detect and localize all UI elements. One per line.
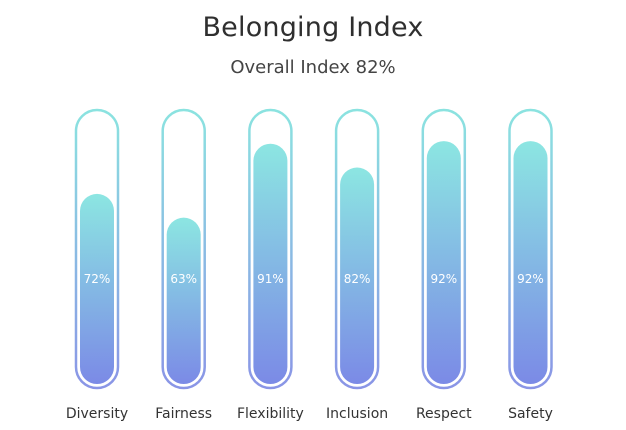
bar-value-label: 72%: [84, 272, 111, 286]
category-label: Fairness: [155, 406, 212, 422]
bar-fill: [513, 141, 548, 384]
bar-tube: [508, 108, 553, 390]
bar-fill: [253, 143, 288, 384]
category-label: Respect: [416, 406, 472, 422]
bar-group: 92% Respect: [416, 108, 472, 422]
category-label: Inclusion: [326, 406, 388, 422]
bar-tube: [334, 108, 380, 390]
bar-group: 63% Fairness: [155, 108, 212, 422]
chart-title: Belonging Index: [202, 12, 424, 43]
bar-group: 92% Safety: [508, 108, 553, 422]
bar-fill: [166, 217, 201, 384]
bar-value-label: 91%: [257, 272, 284, 286]
bar-tube: [421, 108, 467, 390]
category-label: Flexibility: [237, 406, 304, 422]
category-label: Diversity: [66, 406, 128, 422]
bar-value-label: 63%: [170, 272, 197, 286]
bar-tube: [248, 108, 293, 390]
chart-subtitle: Overall Index 82%: [230, 57, 396, 78]
bar-tube: [161, 108, 206, 390]
bar-fill: [340, 167, 375, 384]
bar-group: 82% Inclusion: [326, 108, 388, 422]
bars-layer: 72% Diversity 63% Fairness 91% Flexibility 82%…: [66, 108, 553, 422]
bar-value-label: 92%: [430, 272, 457, 286]
bar-value-label: 92%: [517, 272, 544, 286]
bar-value-label: 82%: [344, 272, 371, 286]
bar-fill: [80, 193, 114, 384]
bar-tube: [74, 108, 120, 390]
bar-group: 91% Flexibility: [237, 108, 304, 422]
category-label: Safety: [508, 406, 553, 422]
bar-fill: [426, 141, 461, 384]
bar-group: 72% Diversity: [66, 108, 128, 422]
